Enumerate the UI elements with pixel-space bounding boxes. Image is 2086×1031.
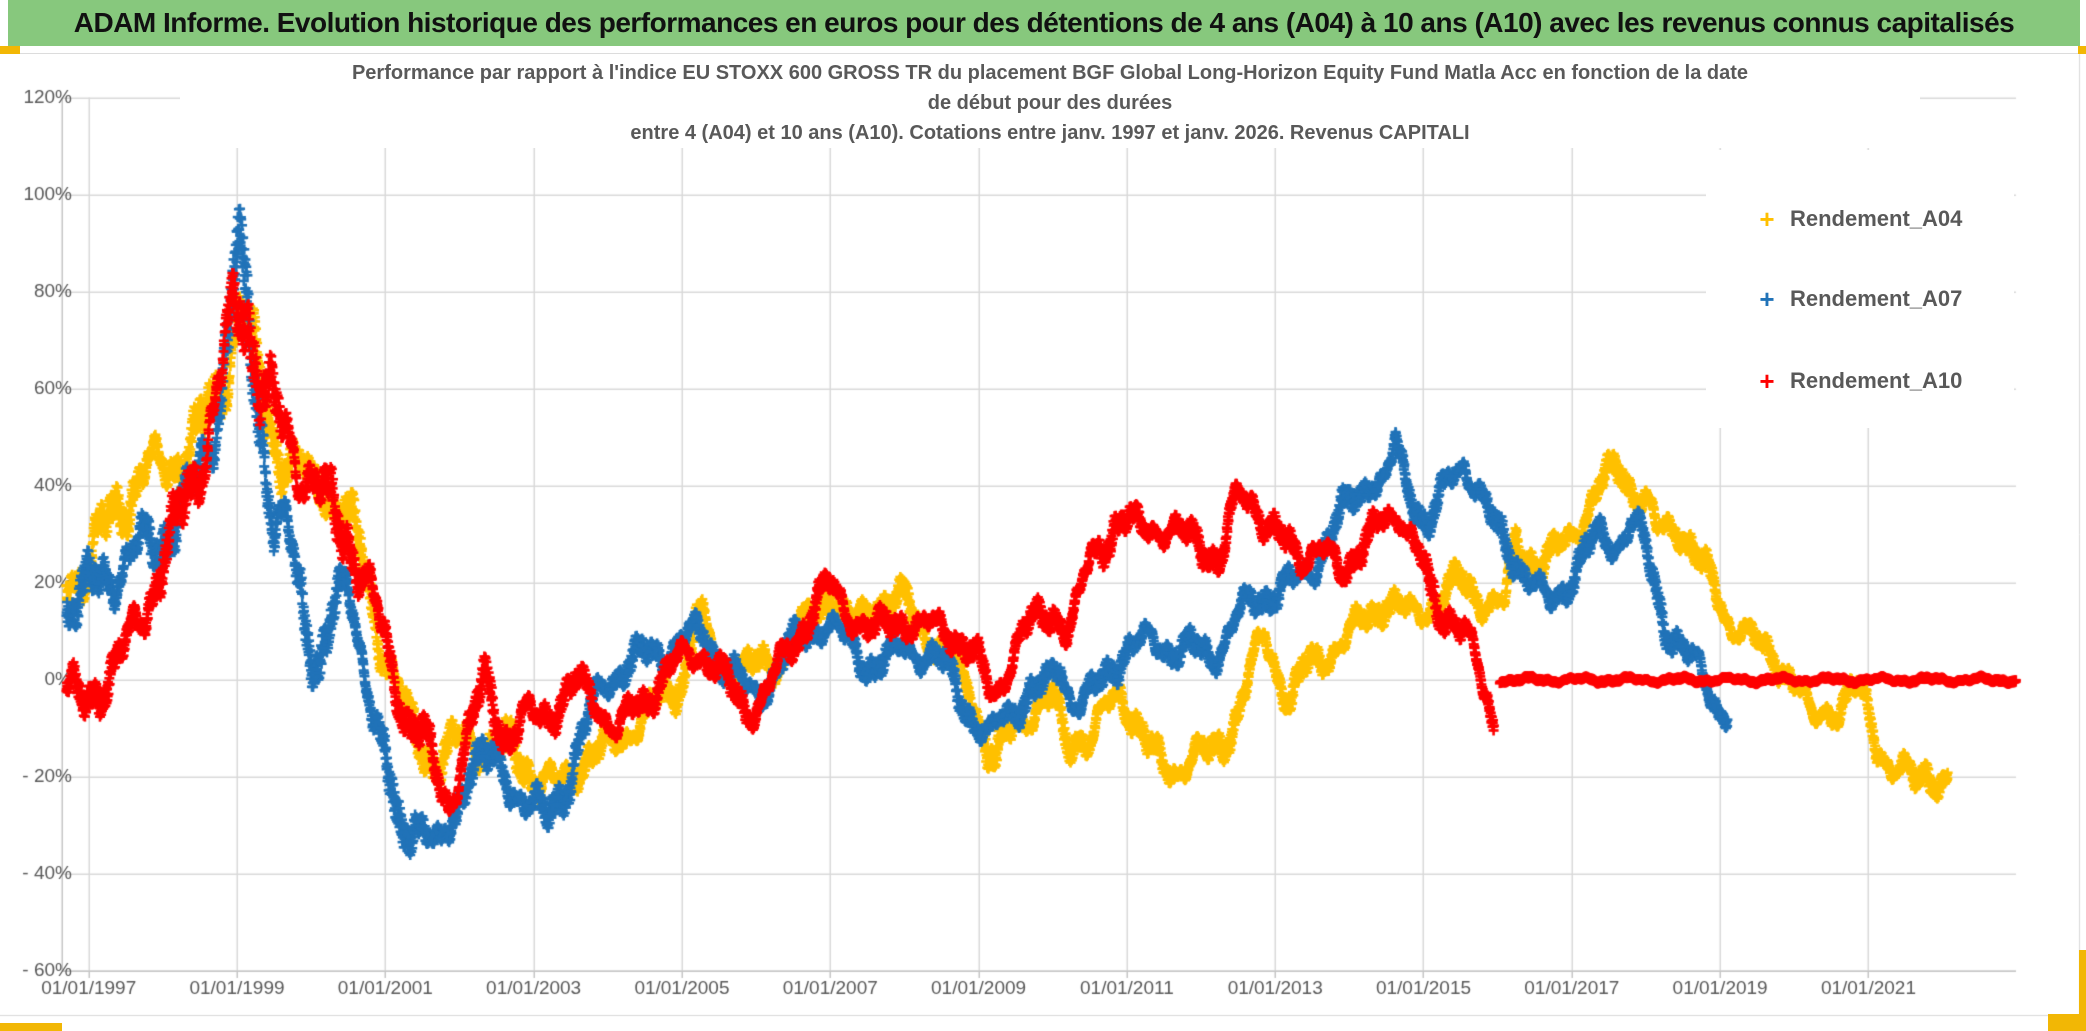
chart-title-line-1: Performance par rapport à l'indice EU ST… [351, 62, 1749, 84]
legend-label: Rendement_A04 [1790, 206, 1963, 231]
legend-item-rendement-a07[interactable]: + Rendement_A07 [1758, 286, 1962, 312]
chart-title-line-2: de début pour des durées [927, 92, 1173, 114]
legend-item-rendement-a04[interactable]: + Rendement_A04 [1758, 206, 1962, 232]
gold-frame-right [2079, 950, 2086, 1020]
gold-frame-bottom-left [0, 1023, 62, 1031]
chart-legend: + Rendement_A04 + Rendement_A07 + Rendem… [1706, 150, 2014, 428]
banner-title-cell[interactable]: ADAM Informe. Evolution historique des p… [8, 0, 2080, 46]
gold-frame-bottom-right [2048, 1014, 2086, 1031]
chart-title-line-3: entre 4 (A04) et 10 ans (A10). Cotations… [630, 122, 1470, 144]
row-divider-line [0, 53, 2086, 54]
gold-frame-top-left [0, 46, 20, 54]
legend-label: Rendement_A10 [1790, 368, 1963, 393]
plus-marker-icon: + [1759, 366, 1775, 396]
plus-marker-icon: + [1759, 284, 1775, 314]
legend-label: Rendement_A07 [1790, 286, 1963, 311]
plus-marker-icon: + [1759, 204, 1775, 234]
chart-title: Performance par rapport à l'indice EU ST… [180, 58, 1920, 148]
gold-frame-top-right [2078, 46, 2086, 54]
legend-item-rendement-a10[interactable]: + Rendement_A10 [1758, 368, 1962, 394]
